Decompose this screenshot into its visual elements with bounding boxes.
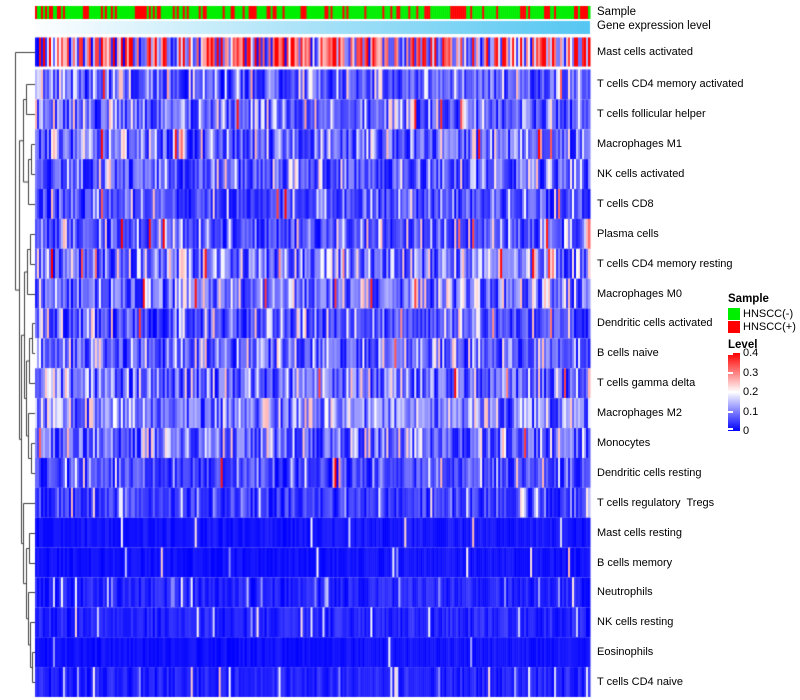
- legend-level-title: Level: [728, 339, 758, 351]
- legend: Sample HNSCC(-) HNSCC(+) Level 0.4 0.3 0.2 0…: [728, 293, 800, 437]
- row-label: Eosinophils: [597, 646, 654, 659]
- level-tick-label: 0.1: [743, 405, 759, 418]
- row-label: Monocytes: [597, 437, 651, 449]
- level-tick-mark: [728, 428, 733, 430]
- row-label: Macrophages M2: [597, 407, 682, 420]
- row-label: Neutrophils: [597, 586, 653, 599]
- row-label: B cells memory: [597, 556, 673, 569]
- legend-item-hnscc-negative: HNSCC(-): [728, 307, 800, 320]
- row-label: T cells CD4 memory resting: [597, 257, 733, 270]
- legend-sample-items: HNSCC(-) HNSCC(+): [728, 307, 800, 333]
- row-label: Macrophages M1: [597, 138, 682, 151]
- level-tick-label: 0: [743, 425, 750, 437]
- row-label: T cells gamma delta: [597, 377, 696, 390]
- row-label: Macrophages M0: [597, 287, 682, 300]
- row-label: T cells CD4 memory activated: [597, 78, 744, 91]
- level-tick-mark: [728, 410, 733, 413]
- legend-item-hnscc-positive: HNSCC(+): [728, 320, 800, 333]
- annotation-label-sample: Sample: [597, 6, 636, 18]
- level-tick-label: 0.4: [743, 347, 759, 359]
- level-colorbar: [728, 353, 740, 431]
- legend-sample-title: Sample: [728, 293, 769, 305]
- level-tick-mark: [728, 353, 733, 355]
- row-label: NK cells resting: [597, 616, 674, 629]
- row-label: B cells naive: [597, 347, 659, 360]
- row-label: T cells CD4 naive: [597, 676, 683, 689]
- row-label: Dendritic cells activated: [597, 317, 713, 330]
- legend-swatch-hnscc-positive: [728, 320, 740, 333]
- row-label: Plasma cells: [597, 227, 659, 240]
- row-label: T cells CD8: [597, 197, 654, 210]
- level-tick-mark: [728, 371, 733, 374]
- row-label: Mast cells resting: [597, 526, 682, 539]
- legend-swatch-hnscc-negative: [728, 307, 740, 320]
- level-tick-label: 0.2: [743, 386, 759, 398]
- row-label: NK cells activated: [597, 168, 685, 181]
- legend-item-label: HNSCC(-): [743, 307, 794, 320]
- level-tick-mark: [728, 391, 733, 393]
- level-tick-label: 0.3: [743, 366, 759, 379]
- row-label: T cells regulatory Tregs: [597, 496, 715, 509]
- annotation-label-expression: Gene expression level: [597, 20, 711, 32]
- level-legend: 0.4 0.3 0.2 0.1 0: [728, 348, 800, 437]
- legend-item-label: HNSCC(+): [743, 320, 796, 333]
- row-label: T cells follicular helper: [597, 108, 706, 121]
- row-label: Mast cells activated: [597, 46, 693, 58]
- row-label: Dendritic cells resting: [597, 466, 702, 479]
